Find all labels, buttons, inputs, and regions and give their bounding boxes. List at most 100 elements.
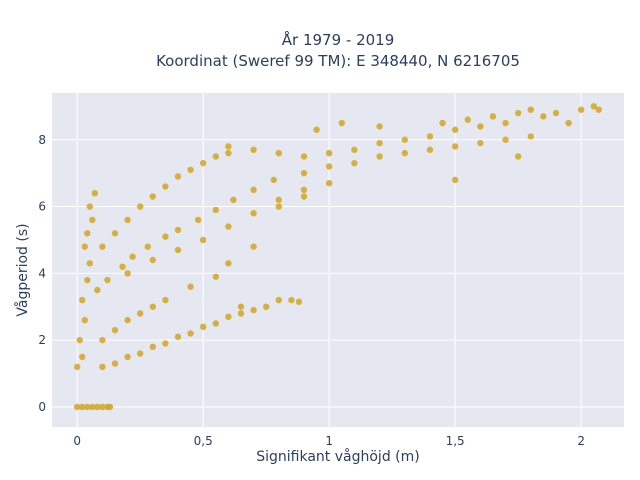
data-point <box>162 183 169 190</box>
x-tick-label: 1,5 <box>446 434 465 448</box>
data-point <box>104 276 111 284</box>
data-point <box>351 159 358 167</box>
data-point <box>212 273 219 280</box>
data-point <box>502 119 509 127</box>
data-point <box>275 149 282 157</box>
data-point <box>136 203 144 210</box>
y-axis-ticks: 0 2 4 6 8 <box>38 133 46 414</box>
data-point <box>313 126 320 133</box>
chart-title-line-2: Koordinat (Sweref 99 TM): E 348440, N 62… <box>156 52 520 70</box>
data-point <box>225 223 232 230</box>
data-point <box>275 203 282 210</box>
data-point <box>275 196 282 204</box>
data-point <box>212 206 219 214</box>
chart-title-group: År 1979 - 2019 Koordinat (Sweref 99 TM):… <box>156 30 520 70</box>
data-point <box>94 286 101 294</box>
data-point <box>376 153 383 160</box>
data-point <box>295 298 303 305</box>
data-point <box>250 210 257 217</box>
data-point <box>81 243 88 250</box>
data-point <box>106 403 114 411</box>
data-point <box>338 119 345 127</box>
data-point <box>552 109 560 117</box>
data-point <box>111 326 119 334</box>
data-point <box>401 149 408 157</box>
data-point <box>464 116 471 123</box>
data-point <box>199 236 207 244</box>
x-axis-title: Signifikant våghöjd (m) <box>256 448 419 465</box>
data-point <box>199 159 207 167</box>
data-point <box>230 196 237 204</box>
data-point <box>124 353 131 361</box>
data-point <box>426 133 434 140</box>
data-points <box>73 103 603 411</box>
data-point <box>439 119 446 127</box>
data-point <box>129 253 136 260</box>
x-tick-label: 0 <box>73 434 81 448</box>
data-point <box>174 226 182 234</box>
data-point <box>262 303 270 310</box>
data-point <box>527 106 534 113</box>
data-point <box>94 403 101 411</box>
data-point <box>250 306 257 314</box>
data-point <box>187 330 194 337</box>
data-point <box>225 313 232 320</box>
data-point <box>300 186 308 194</box>
data-point <box>99 336 106 344</box>
data-point <box>111 230 119 237</box>
data-point <box>527 133 534 140</box>
data-point <box>136 350 144 357</box>
data-point <box>84 276 91 284</box>
data-point <box>325 163 333 170</box>
data-point <box>288 296 295 304</box>
data-point <box>237 303 245 310</box>
data-point <box>451 126 459 133</box>
data-point <box>73 363 81 371</box>
data-point <box>174 246 182 254</box>
data-point <box>225 260 232 267</box>
data-point <box>199 323 207 330</box>
data-point <box>162 233 169 240</box>
data-point <box>451 143 459 150</box>
data-point <box>451 176 459 184</box>
data-point <box>76 336 83 344</box>
data-point <box>212 320 219 327</box>
data-point <box>149 303 156 310</box>
data-point <box>86 203 93 210</box>
data-point <box>401 136 408 143</box>
data-point <box>250 146 257 153</box>
data-point <box>590 103 597 110</box>
data-point <box>270 176 277 184</box>
y-axis-title: Vågperiod (s) <box>14 223 31 316</box>
data-point <box>426 146 434 153</box>
data-point <box>81 316 88 324</box>
data-point <box>351 146 358 153</box>
data-point <box>162 296 169 304</box>
data-point <box>99 243 106 250</box>
data-point <box>489 113 497 120</box>
data-point <box>514 109 522 117</box>
data-point <box>300 169 308 177</box>
data-point <box>225 149 232 157</box>
data-point <box>300 153 308 160</box>
data-point <box>149 193 156 200</box>
data-point <box>595 106 603 113</box>
y-tick-label: 6 <box>38 200 46 214</box>
data-point <box>565 119 572 127</box>
data-point <box>325 149 333 157</box>
data-point <box>99 403 106 411</box>
data-point <box>577 106 585 113</box>
data-point <box>187 166 194 174</box>
gridlines <box>52 93 624 427</box>
data-point <box>124 270 131 277</box>
data-point <box>250 243 257 250</box>
data-point <box>79 353 86 361</box>
data-point <box>477 123 484 130</box>
data-point <box>376 139 383 147</box>
data-point <box>91 190 99 197</box>
data-point <box>119 263 126 270</box>
data-point <box>89 403 96 411</box>
x-tick-label: 1 <box>325 434 333 448</box>
data-point <box>99 363 106 371</box>
